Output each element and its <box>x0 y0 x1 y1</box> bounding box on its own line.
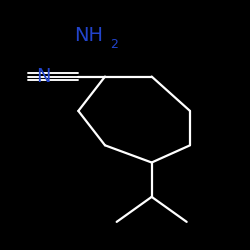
Text: 2: 2 <box>110 38 118 51</box>
Text: NH: NH <box>74 26 103 45</box>
Text: N: N <box>36 67 51 86</box>
